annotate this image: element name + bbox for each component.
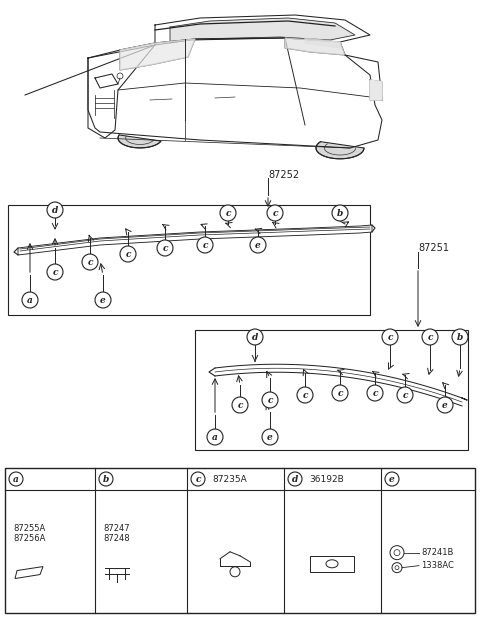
Circle shape (120, 246, 136, 262)
Text: a: a (212, 433, 218, 441)
Text: c: c (372, 389, 378, 397)
Polygon shape (285, 38, 345, 55)
Circle shape (332, 385, 348, 401)
Text: e: e (442, 400, 448, 410)
Circle shape (267, 205, 283, 221)
Text: c: c (87, 258, 93, 267)
Text: e: e (389, 475, 395, 483)
Text: c: c (52, 267, 58, 277)
Text: c: c (162, 243, 168, 253)
Circle shape (288, 472, 302, 486)
Circle shape (197, 237, 213, 253)
Text: 36192B: 36192B (309, 475, 344, 483)
Circle shape (262, 429, 278, 445)
Polygon shape (120, 39, 195, 70)
Text: c: c (402, 391, 408, 399)
Circle shape (422, 329, 438, 345)
Text: c: c (267, 396, 273, 404)
Circle shape (397, 387, 413, 403)
Text: b: b (337, 209, 343, 217)
Text: 87256A: 87256A (13, 534, 46, 542)
Text: c: c (302, 391, 308, 399)
Text: c: c (225, 209, 231, 217)
Text: b: b (457, 332, 463, 342)
Circle shape (47, 202, 63, 218)
Circle shape (9, 472, 23, 486)
Circle shape (232, 397, 248, 413)
Text: c: c (125, 249, 131, 259)
Circle shape (250, 237, 266, 253)
Circle shape (47, 264, 63, 280)
Text: e: e (255, 241, 261, 249)
Polygon shape (370, 80, 382, 100)
Text: 87248: 87248 (103, 534, 130, 542)
Text: e: e (100, 295, 106, 305)
Text: b: b (103, 475, 109, 483)
Text: c: c (337, 389, 343, 397)
Circle shape (452, 329, 468, 345)
Circle shape (22, 292, 38, 308)
Circle shape (262, 392, 278, 408)
Text: 1338AC: 1338AC (421, 561, 454, 570)
Text: 87241B: 87241B (421, 548, 454, 557)
Text: d: d (292, 475, 298, 483)
Circle shape (220, 205, 236, 221)
Text: c: c (195, 475, 201, 483)
Text: d: d (252, 332, 258, 342)
Text: a: a (13, 475, 19, 483)
Polygon shape (305, 38, 340, 48)
Text: a: a (27, 295, 33, 305)
Polygon shape (170, 18, 355, 43)
Circle shape (385, 472, 399, 486)
Text: 87247: 87247 (103, 524, 130, 532)
Circle shape (95, 292, 111, 308)
Circle shape (382, 329, 398, 345)
Text: c: c (272, 209, 278, 217)
Text: c: c (202, 241, 208, 249)
Circle shape (82, 254, 98, 270)
Circle shape (367, 385, 383, 401)
Text: c: c (237, 400, 243, 410)
Text: 87235A: 87235A (212, 475, 247, 483)
Circle shape (207, 429, 223, 445)
Text: d: d (52, 206, 58, 215)
Circle shape (297, 387, 313, 403)
Polygon shape (118, 135, 161, 148)
Circle shape (247, 329, 263, 345)
Text: c: c (427, 332, 433, 342)
Polygon shape (88, 45, 155, 138)
Text: 87251: 87251 (418, 243, 449, 253)
Circle shape (191, 472, 205, 486)
Circle shape (157, 240, 173, 256)
Polygon shape (215, 364, 462, 406)
Circle shape (332, 205, 348, 221)
Text: 87255A: 87255A (13, 524, 45, 532)
Polygon shape (18, 225, 372, 255)
Text: c: c (387, 332, 393, 342)
Polygon shape (316, 142, 364, 159)
Circle shape (99, 472, 113, 486)
Text: 87252: 87252 (268, 170, 299, 180)
Text: e: e (267, 433, 273, 441)
Polygon shape (88, 38, 382, 148)
Circle shape (437, 397, 453, 413)
